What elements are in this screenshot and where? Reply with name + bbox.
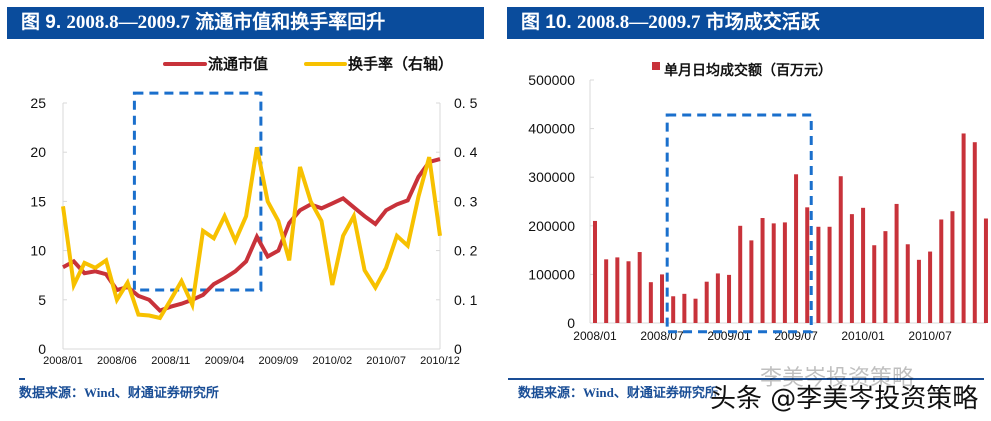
y-right-tick-label: 0. 5 [454, 95, 478, 111]
y-left-tick-label: 15 [30, 193, 46, 209]
y-right-tick-label: 0. 2 [454, 243, 478, 259]
bar [894, 203, 899, 323]
y-tick-label: 400000 [528, 121, 575, 137]
figure-10-panel: 图 10. 2008.8—2009.7 市场成交活跃 0 100000 200000… [495, 0, 991, 421]
legend-label: 单月日均成交额（百万元） [664, 62, 832, 79]
y-left-tick-label: 5 [38, 292, 46, 308]
bar [671, 296, 676, 323]
y-right-tick-label: 0 [454, 341, 462, 357]
bar [782, 222, 787, 323]
x-tick-label: 2010/01 [841, 329, 885, 343]
bar [637, 252, 642, 323]
y-tick-label: 500000 [528, 72, 575, 88]
figure-9-title: 图 9. 2008.8—2009.7 流通市值和换手率回升 [7, 7, 484, 39]
bar [760, 218, 765, 323]
bar [928, 251, 933, 323]
y-left-tick-label: 20 [30, 144, 46, 160]
y-tick-label: 0 [567, 315, 575, 331]
bar [916, 259, 921, 323]
figure-number: 图 10. [521, 12, 572, 33]
bar [939, 219, 944, 323]
bar [738, 225, 743, 323]
data-source-note: 数据来源：Wind、财通证券研究所 [19, 385, 219, 400]
bar [682, 293, 687, 323]
bar [626, 261, 631, 323]
legend-turnover-label: 换手率（右轴） [348, 55, 453, 73]
bar [805, 207, 810, 323]
y-left-tick-label: 0 [38, 341, 46, 357]
x-tick-label: 2010/12 [420, 355, 460, 367]
bar [827, 226, 832, 323]
bar [872, 245, 877, 323]
bar [604, 259, 609, 323]
bar [972, 142, 977, 323]
bar [838, 176, 843, 323]
y-left-tick-label: 25 [30, 95, 46, 111]
bar [715, 273, 720, 323]
y-right-tick-label: 0. 1 [454, 292, 478, 308]
x-tick-label: 2009/09 [259, 355, 299, 367]
figure-date-range: 2008.8—2009.7 [66, 12, 190, 33]
x-tick-label: 2010/07 [366, 355, 406, 367]
x-tick-label: 2008/01 [573, 329, 617, 343]
bar [950, 211, 955, 323]
bar [883, 231, 888, 323]
bar [648, 282, 653, 323]
y-right-tick-label: 0. 3 [454, 193, 478, 209]
bar [660, 274, 665, 323]
legend-swatch [652, 62, 660, 70]
turnover-line [61, 146, 442, 321]
y-tick-label: 200000 [528, 218, 575, 234]
bar [983, 218, 988, 323]
x-tick-label: 2008/06 [97, 355, 137, 367]
watermark: 头条 @李美岑投资策略 [710, 384, 979, 414]
x-tick-label: 2008/01 [43, 355, 83, 367]
bar [905, 244, 910, 323]
x-tick-label: 2008/07 [640, 329, 684, 343]
bar [704, 281, 709, 323]
highlight-box [132, 91, 263, 292]
x-tick-label: 2010/02 [312, 355, 352, 367]
figure-number: 图 9. [21, 12, 62, 33]
bar [816, 226, 821, 323]
bar-chart: 0 100000 200000 300000 400000 500000 2008/01 20… [528, 62, 988, 343]
x-tick-label: 2009/04 [205, 355, 245, 367]
x-tick-label: 2010/07 [908, 329, 952, 343]
source-divider [19, 378, 25, 380]
bar [693, 298, 698, 323]
figure-9-panel: 图 9. 2008.8—2009.7 流通市值和换手率回升 0 5 10 15 20 25… [0, 0, 495, 421]
bar [615, 257, 620, 323]
bar [794, 174, 799, 323]
y-left-tick-label: 10 [30, 243, 46, 259]
bar [593, 220, 597, 323]
bar [771, 223, 776, 323]
bar [861, 207, 866, 323]
y-tick-label: 300000 [528, 169, 575, 185]
figure-date-range: 2008.8—2009.7 [576, 12, 701, 33]
data-source-note: 数据来源：Wind、财通证券研究所 [518, 385, 718, 400]
watermark-faint: 李美岑投资策略 [760, 366, 915, 391]
y-right-tick-label: 0. 4 [454, 144, 478, 160]
y-tick-label: 100000 [528, 266, 575, 282]
bar [961, 133, 966, 323]
figure-title-text: 市场成交活跃 [705, 12, 820, 33]
legend-market-cap-label: 流通市值 [208, 55, 268, 73]
bar [727, 274, 732, 323]
bar [849, 214, 854, 323]
x-tick-label: 2008/11 [151, 355, 190, 367]
source-divider [508, 378, 984, 380]
figure-title-text: 流通市值和换手率回升 [195, 12, 386, 33]
bar [749, 240, 754, 323]
line-chart: 0 5 10 15 20 25 0 0. 1 0. 2 0. 3 0. 4 0. 5 2008/01 20… [30, 55, 478, 367]
figure-10-title: 图 10. 2008.8—2009.7 市场成交活跃 [507, 7, 984, 39]
